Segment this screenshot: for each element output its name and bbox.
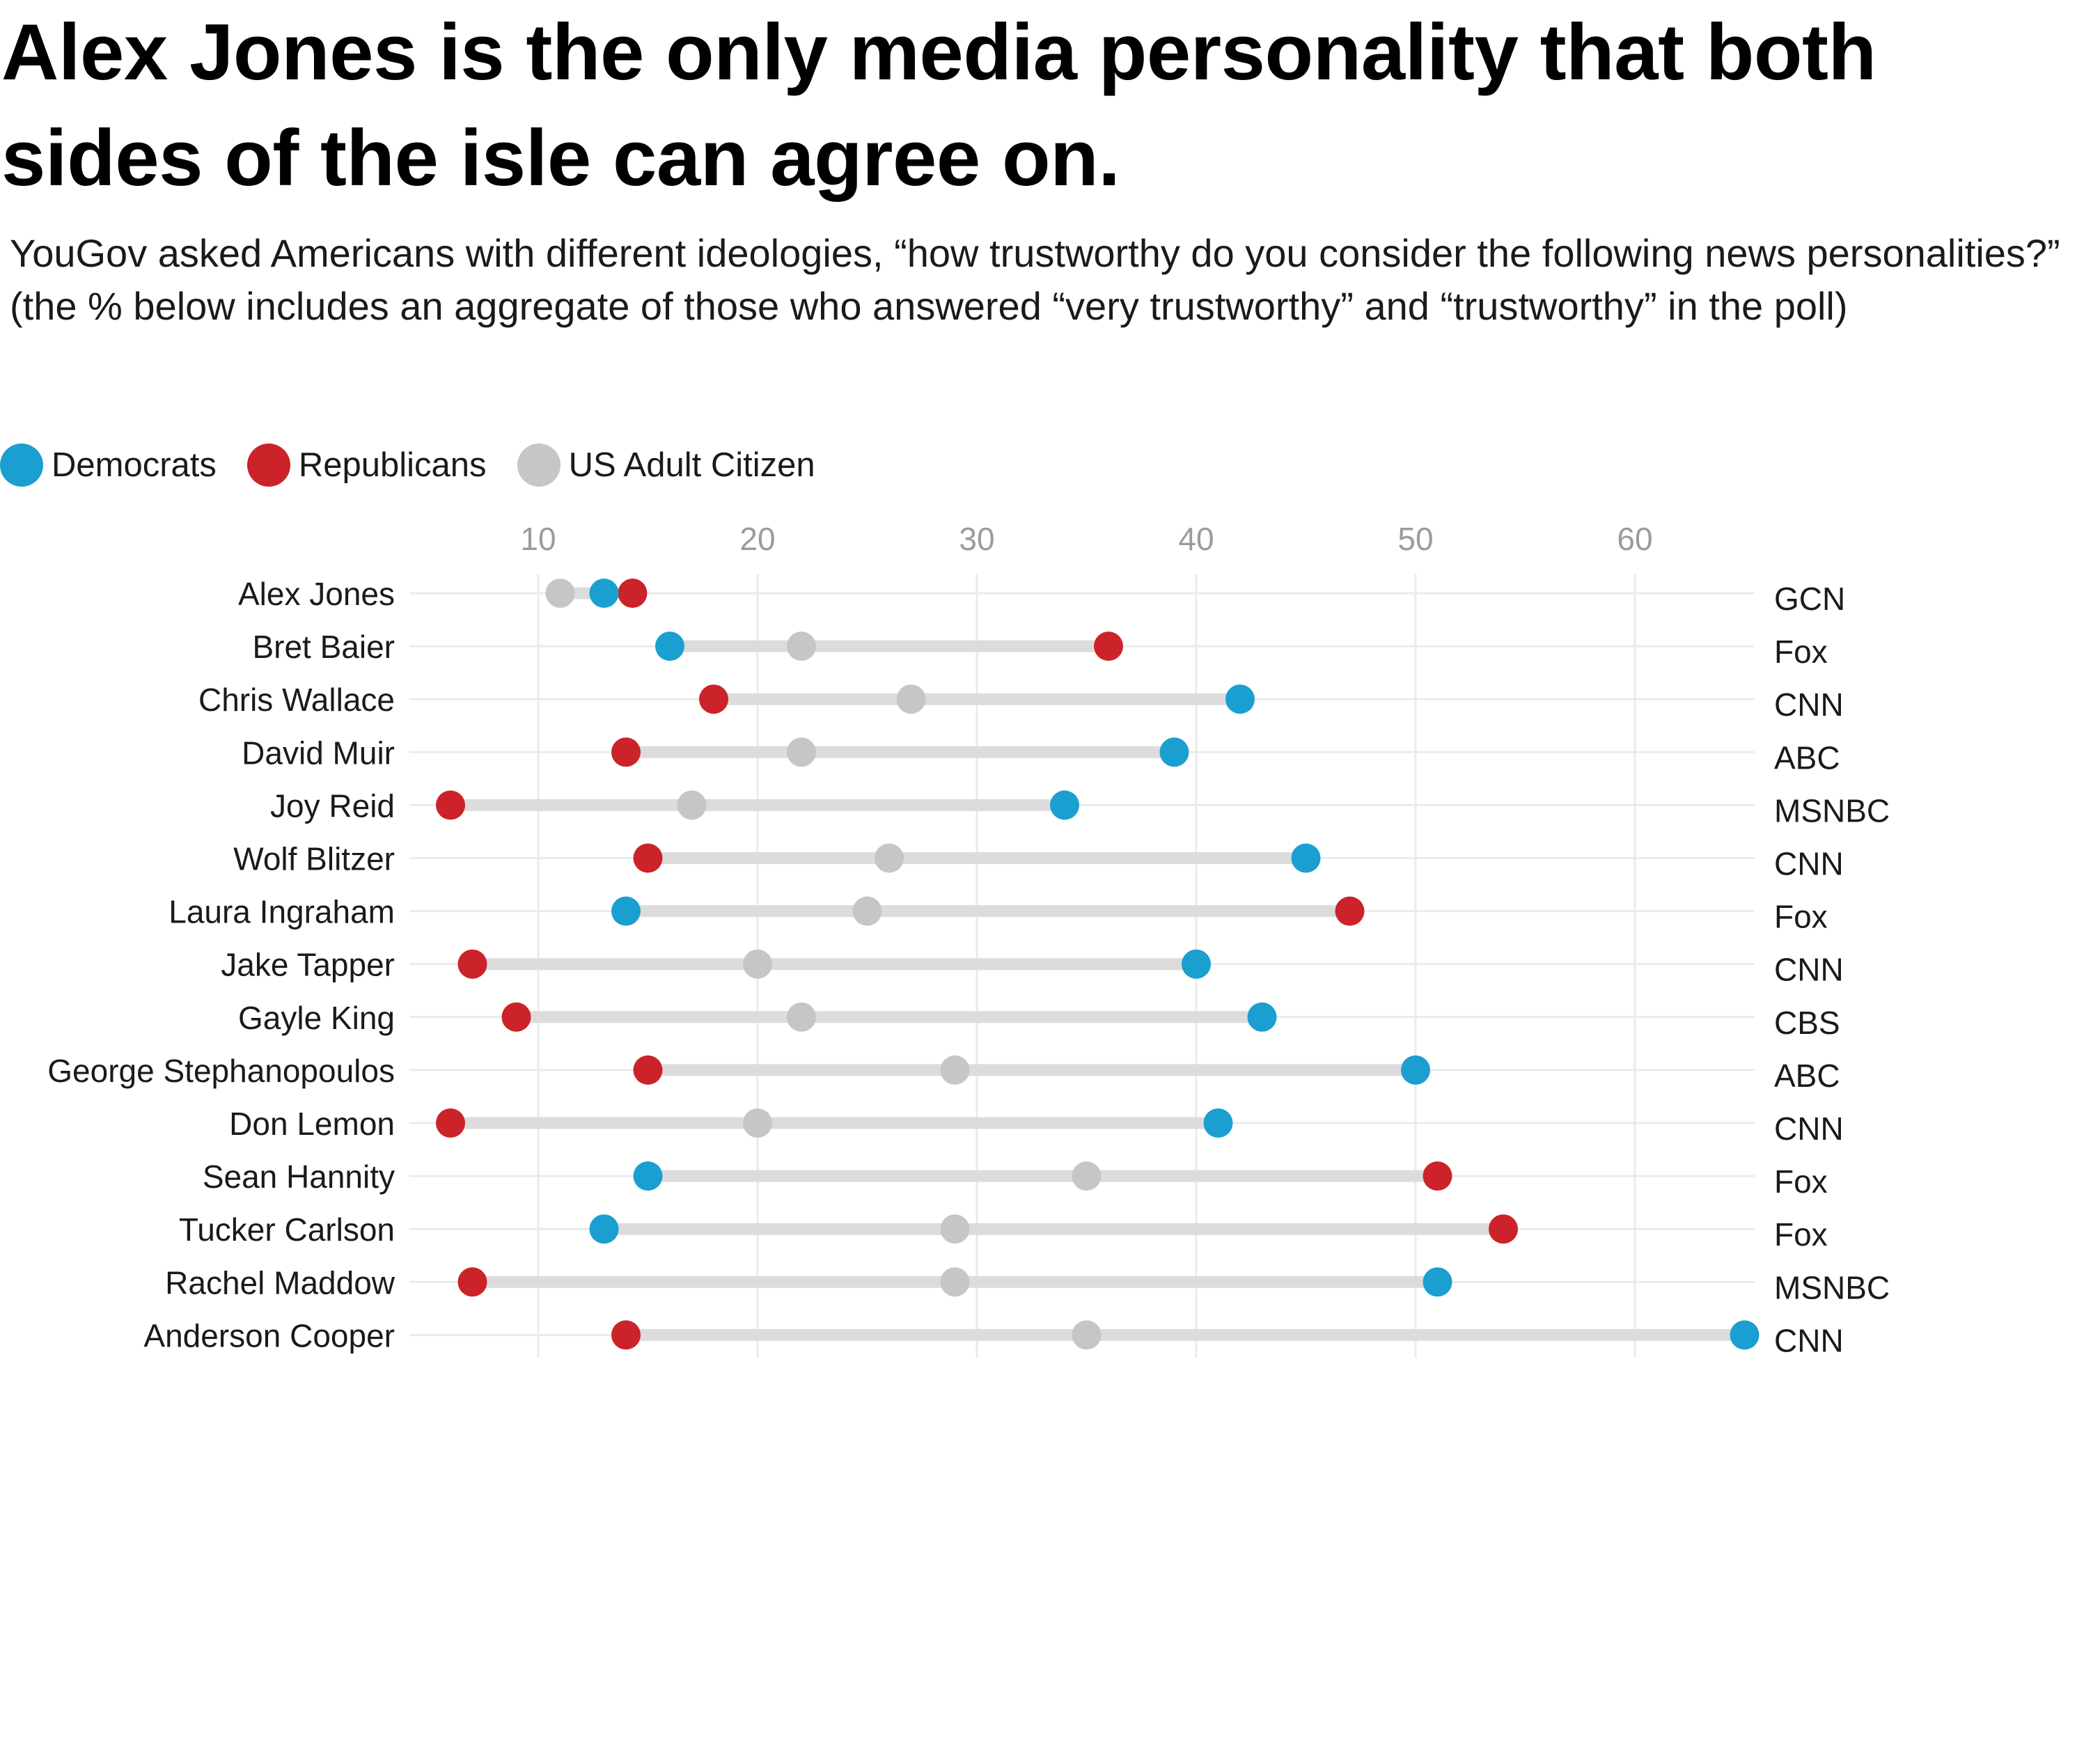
dot-democrats-bret-baier [655, 631, 684, 661]
network-label-wolf-blitzer: CNN [1774, 846, 1844, 882]
dot-us-adult-citizen-rachel-maddow [940, 1267, 970, 1297]
dot-us-adult-citizen-david-muir [787, 737, 816, 767]
dot-republicans-tucker-carlson [1489, 1214, 1518, 1244]
network-label-gayle-king: CBS [1774, 1005, 1840, 1041]
row-label-chris-wallace: Chris Wallace [198, 682, 395, 718]
dot-democrats-tucker-carlson [589, 1214, 619, 1244]
legend-label-us-adult-citizen: US Adult Citizen [568, 446, 815, 484]
network-label-anderson-cooper: CNN [1774, 1322, 1844, 1358]
dot-republicans-george-stephanopoulos [633, 1055, 663, 1085]
legend-item-us-adult-citizen: US Adult Citizen [517, 444, 815, 487]
legend: Democrats Republicans US Adult Citizen [0, 440, 846, 490]
network-label-rachel-maddow: MSNBC [1774, 1269, 1890, 1305]
network-label-bret-baier: Fox [1774, 634, 1828, 670]
row-label-gayle-king: Gayle King [238, 1000, 395, 1036]
dot-democrats-george-stephanopoulos [1401, 1055, 1430, 1085]
legend-dot-us-adult-citizen [517, 444, 561, 487]
x-tick-label-40: 40 [1178, 521, 1214, 557]
dot-democrats-jake-tapper [1182, 949, 1211, 979]
dot-democrats-joy-reid [1050, 790, 1079, 820]
network-label-david-muir: ABC [1774, 739, 1840, 776]
dot-democrats-don-lemon [1203, 1108, 1233, 1138]
dot-republicans-wolf-blitzer [633, 843, 663, 873]
x-tick-label-20: 20 [739, 521, 775, 557]
x-tick-label-60: 60 [1617, 521, 1652, 557]
dot-democrats-alex-jones [589, 579, 619, 608]
dot-republicans-jake-tapper [457, 949, 487, 979]
dot-us-adult-citizen-sean-hannity [1072, 1161, 1102, 1191]
legend-label-democrats: Democrats [52, 446, 217, 484]
row-label-laura-ingraham: Laura Ingraham [169, 894, 395, 930]
dot-us-adult-citizen-joy-reid [677, 790, 707, 820]
row-label-jake-tapper: Jake Tapper [221, 947, 395, 983]
legend-dot-democrats [0, 444, 43, 487]
dot-democrats-wolf-blitzer [1291, 843, 1321, 873]
chart-subtitle: YouGov asked Americans with different id… [10, 231, 2060, 328]
network-label-laura-ingraham: Fox [1774, 899, 1828, 935]
dot-republicans-laura-ingraham [1335, 896, 1365, 926]
dot-republicans-gayle-king [501, 1002, 531, 1032]
network-label-tucker-carlson: Fox [1774, 1216, 1828, 1253]
dot-us-adult-citizen-anderson-cooper [1072, 1320, 1102, 1350]
row-label-david-muir: David Muir [242, 735, 395, 771]
x-tick-label-10: 10 [520, 521, 556, 557]
network-label-jake-tapper: CNN [1774, 952, 1844, 988]
row-label-don-lemon: Don Lemon [229, 1106, 395, 1142]
dot-us-adult-citizen-chris-wallace [896, 684, 926, 714]
row-label-anderson-cooper: Anderson Cooper [143, 1317, 395, 1353]
dot-republicans-bret-baier [1094, 631, 1123, 661]
row-label-wolf-blitzer: Wolf Blitzer [233, 841, 395, 877]
dot-us-adult-citizen-wolf-blitzer [875, 843, 904, 873]
network-label-chris-wallace: CNN [1774, 686, 1844, 723]
dot-democrats-sean-hannity [633, 1161, 663, 1191]
dot-democrats-david-muir [1159, 737, 1189, 767]
dot-us-adult-citizen-tucker-carlson [940, 1214, 970, 1244]
row-label-joy-reid: Joy Reid [270, 787, 395, 824]
dot-democrats-rachel-maddow [1423, 1267, 1452, 1297]
network-label-george-stephanopoulos: ABC [1774, 1058, 1840, 1094]
chart-title: Alex Jones is the only media personality… [1, 8, 1876, 203]
row-label-tucker-carlson: Tucker Carlson [179, 1211, 395, 1248]
dot-republicans-rachel-maddow [457, 1267, 487, 1297]
dot-democrats-chris-wallace [1225, 684, 1255, 714]
dot-us-adult-citizen-bret-baier [787, 631, 816, 661]
dot-republicans-anderson-cooper [611, 1320, 641, 1350]
network-label-joy-reid: MSNBC [1774, 792, 1890, 829]
row-label-sean-hannity: Sean Hannity [203, 1159, 395, 1195]
network-label-don-lemon: CNN [1774, 1111, 1844, 1147]
dot-republicans-david-muir [611, 737, 641, 767]
x-tick-label-30: 30 [959, 521, 994, 557]
legend-dot-republicans [246, 444, 290, 487]
dot-republicans-joy-reid [436, 790, 465, 820]
dot-layer [436, 579, 1760, 1350]
network-label-alex-jones: GCN [1774, 581, 1845, 617]
dot-republicans-chris-wallace [699, 684, 728, 714]
row-label-george-stephanopoulos: George Stephanopoulos [47, 1053, 395, 1089]
dot-us-adult-citizen-george-stephanopoulos [940, 1055, 970, 1085]
dot-republicans-sean-hannity [1423, 1161, 1452, 1191]
dot-democrats-gayle-king [1247, 1002, 1277, 1032]
dot-us-adult-citizen-gayle-king [787, 1002, 816, 1032]
network-label-sean-hannity: Fox [1774, 1163, 1828, 1200]
row-label-alex-jones: Alex Jones [238, 576, 395, 612]
dot-us-adult-citizen-don-lemon [743, 1108, 772, 1138]
dot-democrats-laura-ingraham [611, 896, 641, 926]
dot-democrats-anderson-cooper [1730, 1320, 1760, 1350]
dot-us-adult-citizen-alex-jones [545, 579, 575, 608]
dot-republicans-alex-jones [618, 579, 648, 608]
label-layer: 10 20 30 40 50 60 Alex Jones GCN Bret Baier Fox Ch… [47, 521, 1890, 1358]
range-bar-layer [450, 587, 1745, 1341]
dot-us-adult-citizen-laura-ingraham [852, 896, 882, 926]
legend-item-republicans: Republicans [246, 444, 487, 487]
legend-item-democrats: Democrats [0, 444, 217, 487]
x-tick-label-50: 50 [1397, 521, 1433, 557]
row-label-rachel-maddow: Rachel Maddow [165, 1264, 395, 1301]
row-label-bret-baier: Bret Baier [252, 629, 395, 665]
legend-label-republicans: Republicans [298, 446, 487, 484]
dot-us-adult-citizen-jake-tapper [743, 949, 772, 979]
dot-republicans-don-lemon [436, 1108, 465, 1138]
